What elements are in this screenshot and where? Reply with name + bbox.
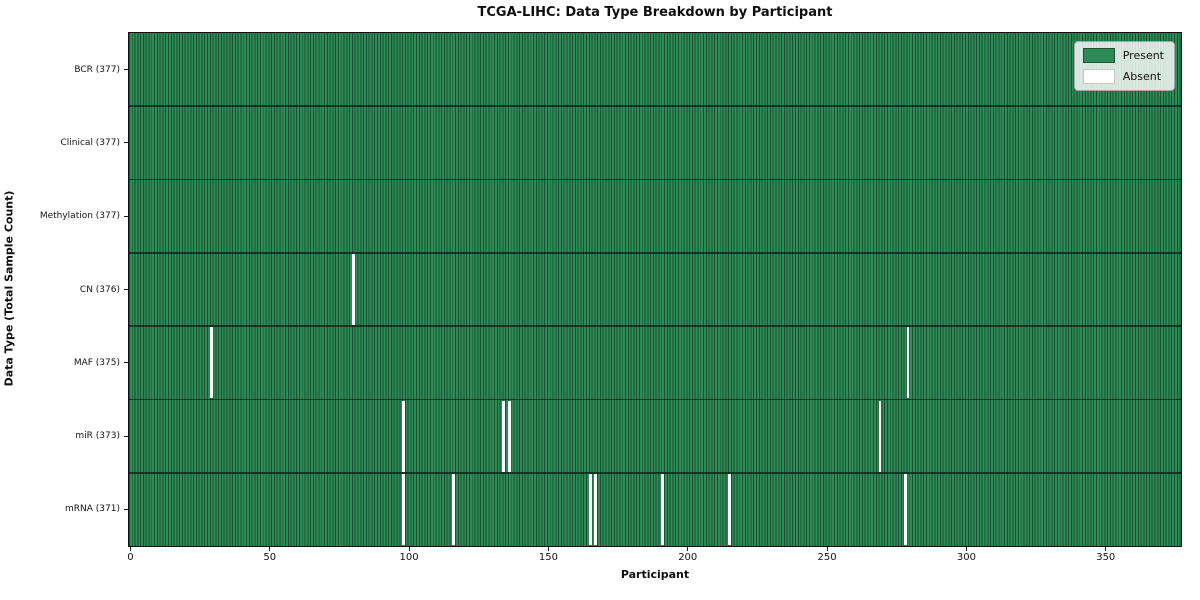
row-divider (129, 471, 1181, 474)
absent-mark-mir (507, 400, 511, 472)
y-tick-label-cn: CN (376) (79, 284, 120, 295)
legend-item-present: Present (1082, 48, 1164, 63)
y-tick-mark (124, 289, 128, 290)
absent-mark-mrna (903, 473, 907, 545)
absent-mark-cn (351, 254, 355, 325)
absent-mark-mrna (402, 473, 405, 545)
x-tick-label: 350 (1096, 552, 1116, 563)
x-tick-mark (826, 547, 828, 551)
x-tick-label: 50 (263, 552, 277, 563)
x-tick-mark (547, 547, 549, 551)
absent-mark-mir (878, 400, 882, 472)
y-tick-label-mir: miR (373) (75, 431, 120, 442)
y-tick-mark (124, 215, 128, 217)
x-tick-label: 100 (399, 552, 419, 563)
legend-label-present: Present (1122, 49, 1164, 62)
y-tick-mark (124, 142, 128, 144)
x-tick-mark (269, 547, 271, 551)
x-tick-label: 150 (538, 552, 558, 563)
y-tick-mark (124, 435, 128, 437)
chart-title: TCGA-LIHC: Data Type Breakdown by Partic… (477, 5, 833, 20)
y-tick-mark (124, 69, 128, 71)
row-divider (129, 252, 1181, 254)
y-tick-label-methylation: Methylation (377) (39, 211, 120, 222)
x-tick-mark (687, 547, 689, 551)
absent-mark-maf (906, 327, 910, 399)
absent-mark-mrna (594, 473, 598, 545)
row-divider (129, 105, 1181, 108)
y-tick-label-mrna: mRNA (371) (65, 504, 120, 515)
row-divider (129, 398, 1181, 401)
y-tick-label-clinical: Clinical (377) (60, 137, 120, 148)
absent-mark-mir (502, 400, 506, 472)
absent-mark-mrna (588, 473, 592, 545)
x-tick-label: 250 (817, 552, 837, 563)
row-divider (129, 178, 1181, 181)
x-tick-mark (129, 547, 131, 551)
x-tick-mark (965, 547, 967, 551)
absent-mark-maf (209, 327, 213, 399)
x-tick-label: 200 (678, 552, 698, 563)
present-swatch (1082, 48, 1115, 63)
absent-mark-mrna (452, 473, 456, 545)
absent-mark-mir (402, 400, 405, 472)
row-divider (129, 325, 1181, 327)
absent-swatch (1082, 69, 1115, 84)
x-tick-label: 0 (127, 552, 134, 563)
y-tick-label-maf: MAF (375) (73, 357, 120, 368)
y-tick-label-bcr: BCR (377) (74, 64, 120, 75)
legend-label-absent: Absent (1122, 70, 1162, 83)
x-tick-mark (1105, 547, 1107, 551)
legend: Present Absent (1073, 41, 1175, 91)
y-tick-mark (124, 362, 128, 364)
x-tick-mark (408, 547, 410, 551)
x-axis-label: Participant (620, 568, 690, 581)
absent-mark-mrna (661, 473, 665, 545)
absent-mark-mrna (728, 473, 731, 545)
x-tick-label: 300 (956, 552, 976, 563)
plot-area: Present Absent (129, 33, 1181, 546)
legend-item-absent: Absent (1082, 69, 1164, 84)
y-tick-mark (124, 508, 128, 510)
